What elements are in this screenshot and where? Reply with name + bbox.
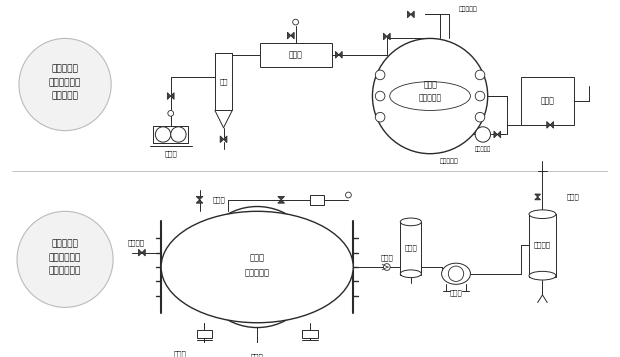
Text: 水分离器: 水分离器 bbox=[534, 242, 551, 248]
Bar bbox=[401, 222, 422, 275]
Ellipse shape bbox=[401, 270, 422, 278]
Polygon shape bbox=[220, 136, 224, 143]
Polygon shape bbox=[167, 93, 170, 99]
Bar bbox=[521, 77, 574, 125]
Polygon shape bbox=[547, 121, 550, 128]
Text: 排污口: 排污口 bbox=[251, 353, 264, 357]
Polygon shape bbox=[278, 196, 285, 200]
Polygon shape bbox=[196, 200, 203, 203]
Bar bbox=[153, 126, 188, 143]
Text: 消毒口: 消毒口 bbox=[213, 196, 225, 203]
Bar bbox=[310, 195, 324, 205]
Ellipse shape bbox=[390, 82, 471, 110]
Text: 热水型: 热水型 bbox=[423, 80, 437, 89]
Polygon shape bbox=[224, 136, 227, 143]
Text: 热水箱: 热水箱 bbox=[540, 96, 554, 105]
Text: 逆止阀: 逆止阀 bbox=[381, 254, 393, 261]
Text: 蒸汽加热、: 蒸汽加热、 bbox=[51, 240, 79, 248]
Circle shape bbox=[168, 110, 174, 116]
Ellipse shape bbox=[161, 211, 353, 323]
Polygon shape bbox=[288, 32, 291, 39]
Text: 排气管: 排气管 bbox=[567, 193, 579, 200]
Text: 真空泵: 真空泵 bbox=[164, 150, 177, 157]
Bar bbox=[529, 214, 556, 277]
Circle shape bbox=[375, 112, 385, 122]
Ellipse shape bbox=[441, 263, 471, 284]
Text: 干燥系统图: 干燥系统图 bbox=[51, 91, 79, 101]
Circle shape bbox=[345, 192, 352, 198]
Circle shape bbox=[475, 91, 485, 101]
Polygon shape bbox=[497, 131, 501, 138]
Circle shape bbox=[293, 19, 298, 25]
Polygon shape bbox=[535, 197, 541, 200]
Polygon shape bbox=[291, 32, 294, 39]
Circle shape bbox=[375, 91, 385, 101]
Ellipse shape bbox=[529, 271, 556, 280]
Polygon shape bbox=[384, 33, 387, 40]
Bar bbox=[197, 331, 212, 338]
Polygon shape bbox=[335, 51, 339, 58]
Text: 缓冲罐: 缓冲罐 bbox=[404, 245, 417, 251]
Polygon shape bbox=[196, 196, 203, 200]
Text: 溶剂不回收真: 溶剂不回收真 bbox=[49, 253, 81, 262]
Text: 真空干燥器: 真空干燥器 bbox=[418, 94, 441, 102]
Text: 冷凝器: 冷凝器 bbox=[289, 50, 303, 59]
Polygon shape bbox=[142, 249, 145, 256]
Ellipse shape bbox=[529, 210, 556, 218]
Text: 蒸汽进口: 蒸汽进口 bbox=[128, 240, 144, 246]
Polygon shape bbox=[339, 51, 342, 58]
Circle shape bbox=[375, 70, 385, 80]
Polygon shape bbox=[550, 121, 554, 128]
Text: 疏水口: 疏水口 bbox=[174, 350, 187, 357]
Polygon shape bbox=[407, 11, 411, 18]
Polygon shape bbox=[494, 131, 497, 138]
Circle shape bbox=[19, 39, 111, 131]
Text: 贮罐: 贮罐 bbox=[219, 78, 228, 85]
Circle shape bbox=[373, 39, 488, 154]
Text: 热水管道泵: 热水管道泵 bbox=[475, 146, 491, 152]
Text: 真空干燥器: 真空干燥器 bbox=[245, 268, 270, 277]
Circle shape bbox=[17, 211, 113, 307]
Circle shape bbox=[384, 264, 390, 270]
Text: 过滤放空阀: 过滤放空阀 bbox=[459, 7, 477, 12]
Circle shape bbox=[475, 112, 485, 122]
Circle shape bbox=[170, 127, 186, 142]
Text: 热水加热、: 热水加热、 bbox=[51, 65, 79, 74]
Circle shape bbox=[197, 206, 317, 327]
Polygon shape bbox=[387, 33, 390, 40]
Polygon shape bbox=[535, 194, 541, 197]
Text: 溶剂回收真空: 溶剂回收真空 bbox=[49, 78, 81, 87]
Text: 真空泵: 真空泵 bbox=[450, 290, 463, 296]
Polygon shape bbox=[138, 249, 142, 256]
Text: 蒸汽型: 蒸汽型 bbox=[250, 253, 265, 262]
Polygon shape bbox=[411, 11, 414, 18]
Polygon shape bbox=[278, 200, 285, 203]
Circle shape bbox=[475, 127, 490, 142]
Bar bbox=[303, 331, 317, 338]
Text: 热水管道泵: 热水管道泵 bbox=[440, 159, 459, 164]
Bar bbox=[215, 53, 232, 110]
Bar bbox=[260, 43, 332, 67]
Ellipse shape bbox=[401, 218, 422, 226]
Circle shape bbox=[475, 70, 485, 80]
Text: 空干燥系统图: 空干燥系统图 bbox=[49, 266, 81, 275]
Circle shape bbox=[156, 127, 171, 142]
Polygon shape bbox=[170, 93, 174, 99]
Circle shape bbox=[448, 266, 464, 281]
